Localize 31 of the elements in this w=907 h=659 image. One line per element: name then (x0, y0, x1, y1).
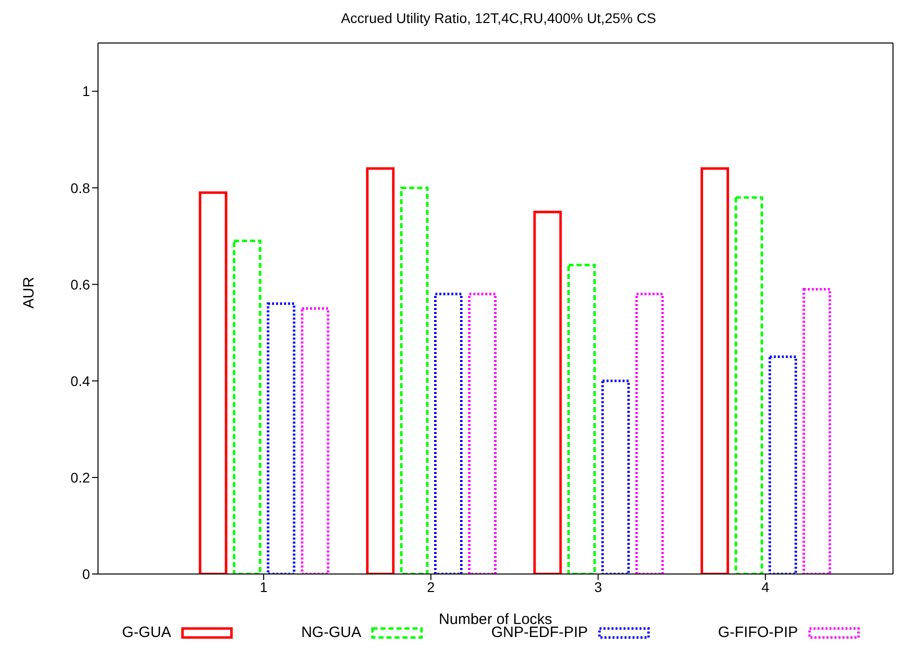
bar (533, 210, 562, 574)
x-tick-label: 2 (426, 578, 435, 595)
bar (700, 167, 730, 574)
x-tick-label: 3 (594, 578, 602, 595)
bar (601, 380, 630, 574)
y-axis-title: AUR (20, 276, 38, 308)
bar (366, 167, 395, 574)
bar (434, 292, 463, 574)
bar (400, 186, 429, 574)
bar (802, 288, 832, 574)
bar (734, 196, 764, 574)
bar (300, 307, 330, 574)
legend-label: G-GUA (122, 624, 172, 641)
y-tick-label: 0.2 (70, 469, 90, 486)
y-tick-label: 1 (82, 83, 90, 100)
x-tick-label: 1 (260, 578, 268, 595)
bar (232, 240, 262, 574)
bar (567, 264, 596, 574)
bar (198, 191, 228, 574)
x-tick-label: 4 (761, 578, 770, 595)
y-tick-label: 0.8 (70, 180, 90, 196)
y-tick-label: 0.6 (70, 276, 90, 292)
y-tick-label: 0 (82, 566, 90, 582)
legend-label: G-FIFO-PIP (718, 624, 798, 641)
bar (468, 292, 497, 574)
legend-label: NG-GUA (301, 624, 362, 641)
bar (266, 302, 296, 574)
bar (635, 292, 664, 574)
bar (768, 356, 798, 574)
y-tick-label: 0.4 (70, 372, 90, 389)
chart-title: Accrued Utility Ratio, 12T,4C,RU,400% Ut,25% CS (340, 10, 658, 26)
